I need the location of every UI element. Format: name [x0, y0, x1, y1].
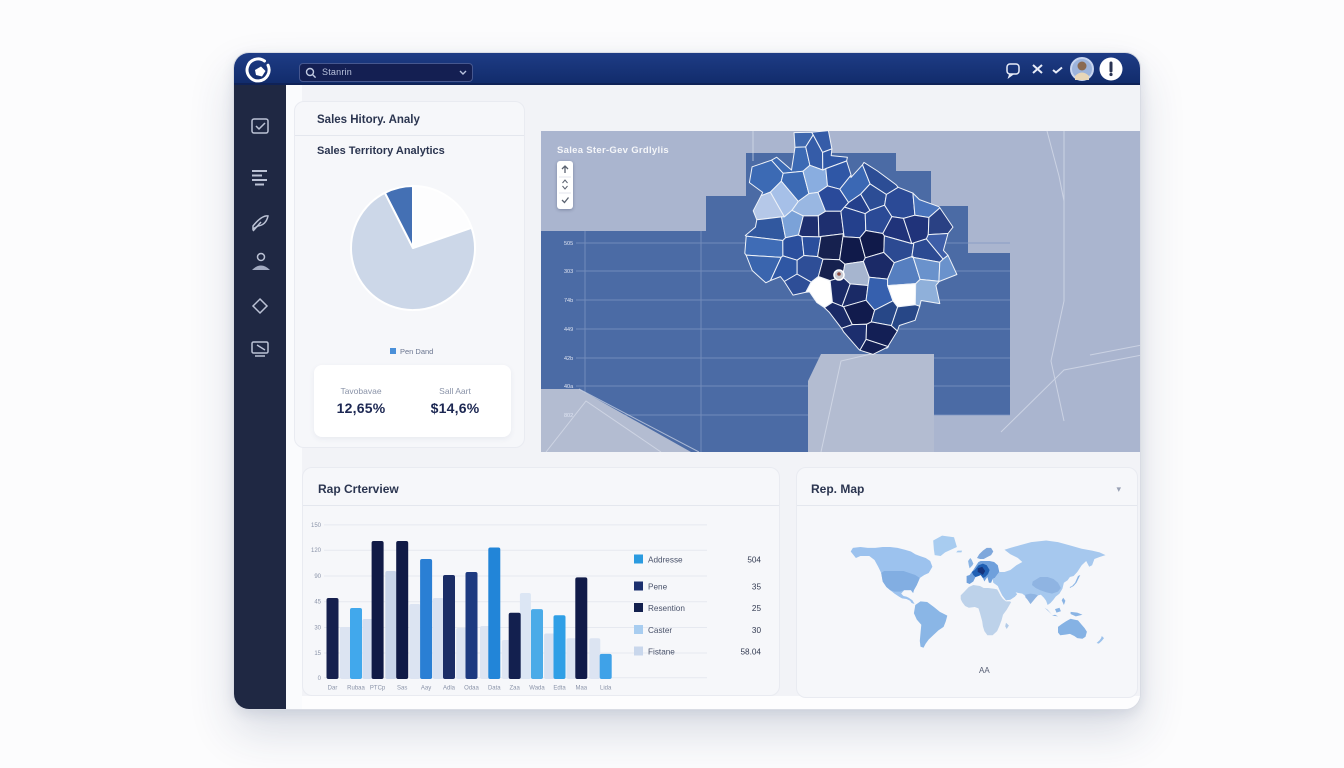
svg-text:449: 449	[564, 327, 573, 333]
svg-text:Pene: Pene	[648, 583, 668, 592]
svg-text:Dar: Dar	[328, 686, 338, 692]
svg-text:42b: 42b	[564, 356, 573, 362]
svg-text:Caster: Caster	[648, 626, 672, 635]
svg-text:58.04: 58.04	[741, 648, 762, 657]
svg-text:30: 30	[314, 626, 321, 632]
svg-text:25: 25	[752, 604, 762, 613]
svg-text:45: 45	[314, 600, 321, 606]
svg-text:Resention: Resention	[648, 604, 685, 613]
svg-text:0: 0	[318, 676, 322, 682]
svg-text:120: 120	[311, 548, 322, 554]
svg-text:Adla: Adla	[443, 686, 456, 692]
svg-text:504: 504	[747, 556, 761, 565]
svg-text:Lida: Lida	[600, 686, 612, 692]
svg-text:Zaa: Zaa	[510, 686, 521, 692]
svg-text:90: 90	[314, 574, 321, 580]
svg-text:Aay: Aay	[421, 686, 431, 692]
svg-text:Wada: Wada	[529, 686, 545, 692]
svg-text:Sas: Sas	[397, 686, 407, 692]
svg-text:Odaa: Odaa	[464, 686, 479, 692]
svg-text:40a: 40a	[564, 384, 574, 390]
svg-text:74b: 74b	[564, 298, 573, 304]
svg-text:Fistane: Fistane	[648, 648, 675, 657]
svg-text:Edta: Edta	[553, 686, 566, 692]
svg-text:35: 35	[752, 583, 762, 592]
svg-text:150: 150	[311, 523, 322, 529]
svg-text:Data: Data	[488, 686, 501, 692]
svg-text:30: 30	[752, 626, 762, 635]
svg-text:PTCp: PTCp	[370, 686, 386, 692]
svg-text:505: 505	[564, 241, 573, 247]
svg-text:Rubaa: Rubaa	[347, 686, 365, 692]
svg-text:15: 15	[314, 651, 321, 657]
svg-text:303: 303	[564, 269, 573, 275]
svg-text:Addresse: Addresse	[648, 556, 683, 565]
svg-text:Maa: Maa	[575, 686, 587, 692]
svg-text:802: 802	[564, 413, 573, 419]
